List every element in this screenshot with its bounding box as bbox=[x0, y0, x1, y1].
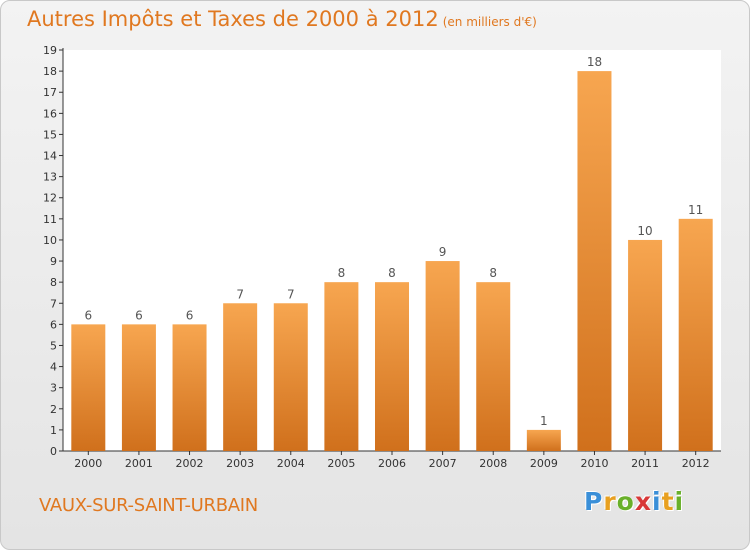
bar bbox=[628, 239, 663, 451]
data-label: 9 bbox=[439, 245, 447, 259]
y-tick-label: 17 bbox=[43, 86, 57, 99]
y-tick-label: 12 bbox=[43, 192, 57, 205]
x-tick-label: 2008 bbox=[479, 457, 507, 470]
logo-letter: o bbox=[616, 487, 635, 516]
y-tick-label: 8 bbox=[50, 276, 57, 289]
x-tick-label: 2007 bbox=[429, 457, 457, 470]
bar bbox=[324, 282, 359, 451]
proxiti-logo: Proxiti bbox=[584, 487, 684, 516]
y-tick-label: 18 bbox=[43, 65, 57, 78]
y-tick-label: 0 bbox=[50, 445, 57, 458]
data-label: 8 bbox=[388, 266, 396, 280]
data-label: 6 bbox=[186, 308, 194, 322]
y-tick-label: 19 bbox=[43, 44, 57, 57]
x-tick-label: 2011 bbox=[631, 457, 659, 470]
bar bbox=[476, 282, 511, 451]
bar bbox=[526, 429, 561, 451]
x-tick-label: 2012 bbox=[682, 457, 710, 470]
y-tick-label: 9 bbox=[50, 255, 57, 268]
data-label: 8 bbox=[338, 266, 346, 280]
data-label: 10 bbox=[637, 224, 652, 238]
x-tick-label: 2004 bbox=[277, 457, 305, 470]
x-tick-label: 2010 bbox=[580, 457, 608, 470]
data-label: 6 bbox=[84, 308, 92, 322]
logo-letter: i bbox=[674, 487, 685, 516]
x-tick-label: 2005 bbox=[327, 457, 355, 470]
data-label: 7 bbox=[287, 287, 295, 301]
y-tick-label: 1 bbox=[50, 424, 57, 437]
x-tick-label: 2001 bbox=[125, 457, 153, 470]
y-tick-label: 3 bbox=[50, 382, 57, 395]
x-tick-label: 2009 bbox=[530, 457, 558, 470]
bar bbox=[425, 261, 460, 451]
logo-letter: t bbox=[661, 487, 675, 516]
y-tick-label: 7 bbox=[50, 297, 57, 310]
chart-title: Autres Impôts et Taxes de 2000 à 2012 (en… bbox=[27, 7, 537, 31]
logo-letter: r bbox=[603, 487, 617, 516]
y-tick-label: 16 bbox=[43, 107, 57, 120]
logo-letter: x bbox=[634, 487, 652, 516]
y-tick-label: 4 bbox=[50, 361, 57, 374]
bar bbox=[273, 303, 308, 451]
y-tick-label: 13 bbox=[43, 171, 57, 184]
bar bbox=[223, 303, 258, 451]
data-label: 11 bbox=[688, 203, 703, 217]
y-tick-label: 6 bbox=[50, 318, 57, 331]
bar bbox=[577, 71, 612, 452]
logo-letter: P bbox=[584, 487, 604, 516]
bar bbox=[678, 218, 713, 451]
logo-letter: i bbox=[652, 487, 662, 516]
data-label: 6 bbox=[135, 308, 143, 322]
y-tick-label: 5 bbox=[50, 339, 57, 352]
data-label: 7 bbox=[236, 287, 244, 301]
y-tick-label: 10 bbox=[43, 234, 57, 247]
bar bbox=[375, 282, 409, 451]
title-main: Autres Impôts et Taxes de 2000 à 2012 bbox=[27, 7, 439, 31]
x-tick-label: 2000 bbox=[74, 457, 102, 470]
y-tick-label: 15 bbox=[43, 128, 57, 141]
x-tick-label: 2006 bbox=[378, 457, 406, 470]
y-tick-label: 2 bbox=[50, 403, 57, 416]
y-tick-label: 14 bbox=[43, 150, 57, 163]
data-label: 1 bbox=[540, 414, 548, 428]
bar bbox=[172, 324, 207, 451]
x-tick-label: 2003 bbox=[226, 457, 254, 470]
bar bbox=[71, 324, 106, 451]
y-tick-label: 11 bbox=[43, 213, 57, 226]
data-label: 18 bbox=[587, 55, 602, 69]
bar bbox=[121, 324, 156, 451]
x-tick-label: 2002 bbox=[176, 457, 204, 470]
chart-subtitle: (en milliers d'€) bbox=[442, 15, 537, 29]
commune-name: VAUX-SUR-SAINT-URBAIN bbox=[39, 495, 258, 516]
data-label: 8 bbox=[489, 266, 497, 280]
